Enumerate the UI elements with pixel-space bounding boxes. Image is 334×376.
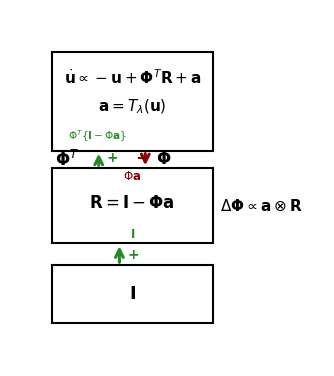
Text: +: +: [107, 151, 118, 165]
Text: -: -: [136, 150, 143, 165]
Text: $\mathbf{R} = \mathbf{I} - \mathbf{\Phi}\mathbf{a}$: $\mathbf{R} = \mathbf{I} - \mathbf{\Phi}…: [90, 194, 175, 212]
Text: $\Phi\mathbf{a}$: $\Phi\mathbf{a}$: [123, 170, 142, 183]
FancyBboxPatch shape: [52, 168, 213, 243]
Text: +: +: [127, 248, 139, 262]
Text: $\mathbf{a} = T_{\lambda}(\mathbf{u})$: $\mathbf{a} = T_{\lambda}(\mathbf{u})$: [98, 97, 167, 116]
Text: $\mathbf{I}$: $\mathbf{I}$: [130, 228, 135, 241]
FancyBboxPatch shape: [52, 265, 213, 323]
Text: $\Delta\mathbf{\Phi} \propto \mathbf{a} \otimes \mathbf{R}$: $\Delta\mathbf{\Phi} \propto \mathbf{a} …: [220, 198, 303, 214]
Text: $\dot{\mathbf{u}} \propto -\mathbf{u} + \mathbf{\Phi}^T \mathbf{R} + \mathbf{a}$: $\dot{\mathbf{u}} \propto -\mathbf{u} + …: [63, 68, 201, 87]
Text: $\mathbf{I}$: $\mathbf{I}$: [129, 285, 136, 303]
Text: $\Phi^T\{\mathbf{I} - \Phi\mathbf{a}\}$: $\Phi^T\{\mathbf{I} - \Phi\mathbf{a}\}$: [68, 128, 126, 144]
FancyBboxPatch shape: [52, 52, 213, 151]
Text: $\mathbf{\Phi}^T$: $\mathbf{\Phi}^T$: [55, 149, 79, 170]
Text: $\mathbf{\Phi}$: $\mathbf{\Phi}$: [156, 150, 171, 168]
